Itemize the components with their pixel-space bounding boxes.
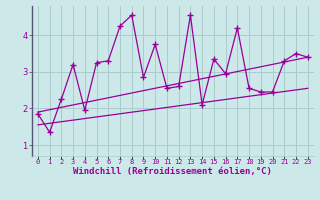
X-axis label: Windchill (Refroidissement éolien,°C): Windchill (Refroidissement éolien,°C) <box>73 167 272 176</box>
